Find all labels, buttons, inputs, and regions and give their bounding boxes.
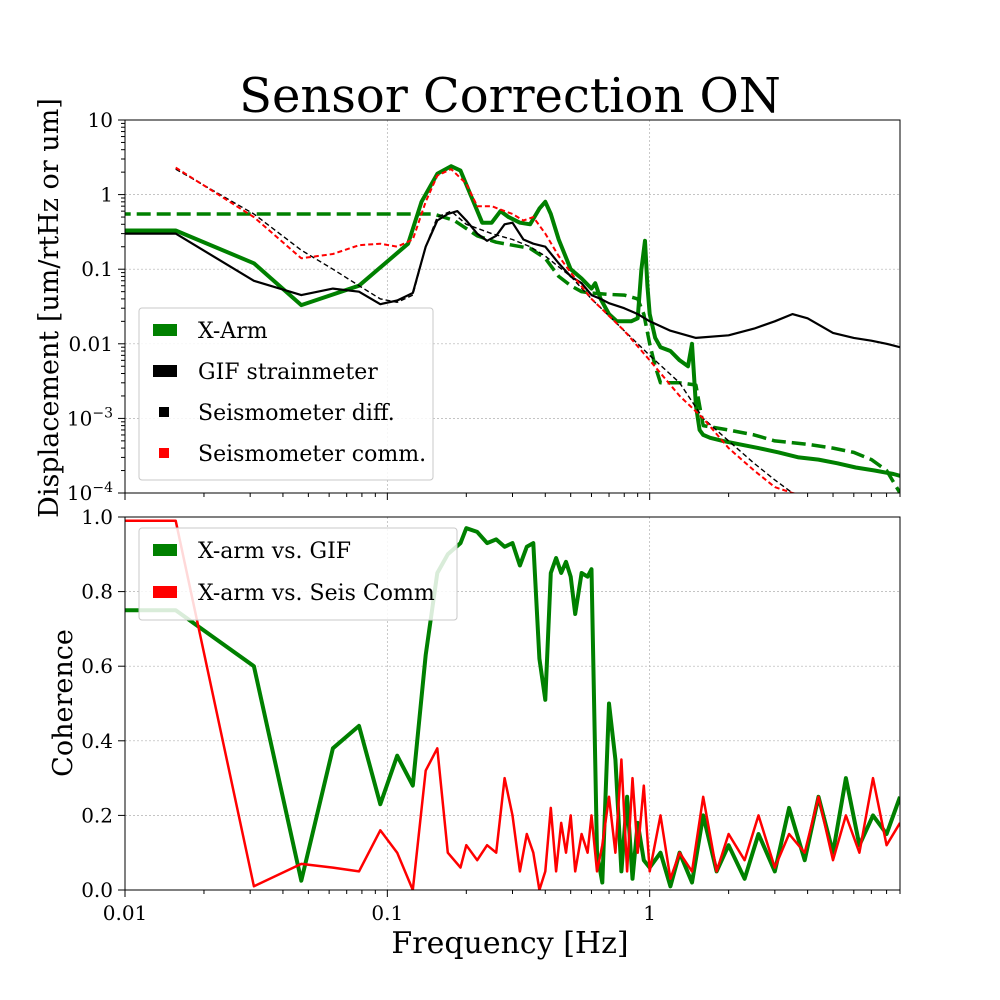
bottom-y-axis-label: Coherence [48, 629, 79, 777]
series-line-2 [125, 210, 900, 349]
series-line-1 [125, 519, 900, 890]
series-line-1 [125, 212, 900, 493]
y-tick-label: 0.2 [81, 803, 113, 827]
y-tick-label: 0.1 [81, 257, 113, 281]
y-tick-label: 10−3 [67, 405, 113, 430]
legend-swatch [153, 365, 177, 377]
y-tick-label: 0.8 [81, 580, 113, 604]
legend-swatch [159, 407, 169, 417]
legend-label: Seismometer diff. [198, 401, 395, 426]
top-y-axis-label: Displacement [um/rtHz or um] [34, 98, 65, 518]
x-tick-label: 1 [643, 901, 656, 925]
series-group [125, 164, 900, 493]
series-line-3 [175, 168, 796, 493]
y-tick-label: 0.01 [68, 332, 113, 356]
coherence-panel: 0.01 0.1 1 0.0 0.2 0.4 0.6 0.8 1.0 X-arm vs. GIF X… [81, 505, 901, 925]
y-tick-label: 1.0 [81, 505, 113, 529]
series-line-4 [175, 166, 797, 493]
legend-swatch [153, 586, 177, 598]
x-axis-label: Frequency [Hz] [391, 926, 628, 961]
legend-swatch [153, 544, 177, 556]
y-tick-label: 0.0 [81, 878, 113, 902]
y-tick-label: 10 [88, 108, 113, 132]
series-line-0 [125, 164, 900, 478]
legend-label: X-arm vs. Seis Comm [198, 581, 435, 606]
legend-box [138, 527, 458, 621]
legend-swatch [153, 324, 177, 336]
y-tick-label: 0.6 [81, 654, 113, 678]
legend-label: Seismometer comm. [198, 442, 426, 467]
y-tick-label: 1 [100, 183, 113, 207]
x-tick-label: 0.01 [103, 901, 148, 925]
chart-title: Sensor Correction ON [239, 68, 781, 124]
x-tick-label: 0.1 [371, 901, 403, 925]
legend-box [138, 307, 434, 481]
y-tick-label: 0.4 [81, 729, 113, 753]
legend-label: GIF strainmeter [198, 360, 378, 385]
legend-label: X-arm vs. GIF [198, 539, 351, 564]
legend-swatch [159, 448, 169, 458]
legend-label: X-Arm [198, 319, 268, 344]
